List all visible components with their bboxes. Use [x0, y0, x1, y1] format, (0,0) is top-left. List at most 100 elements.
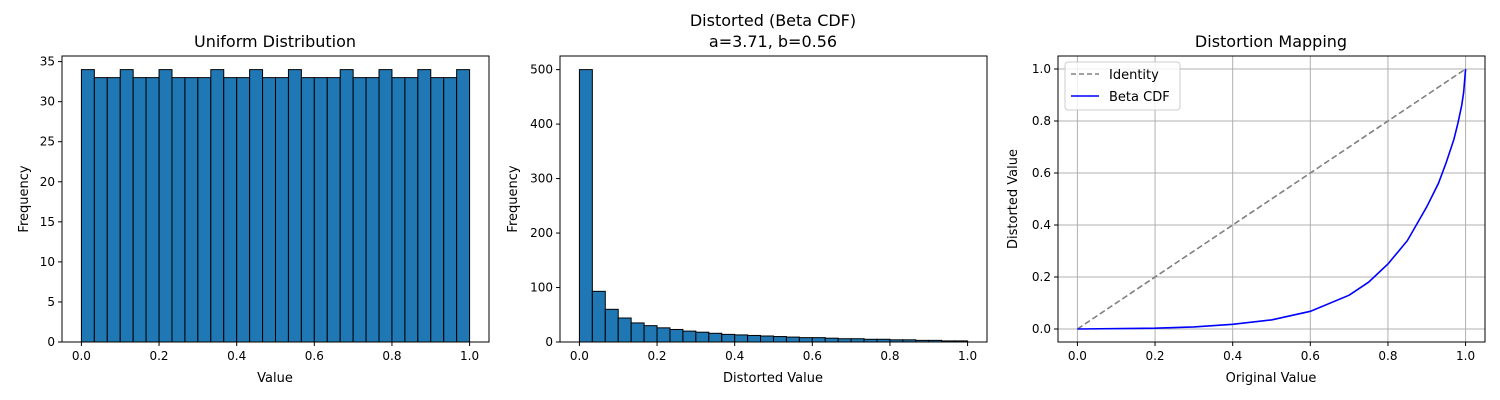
y-tick-label: 0.8: [1032, 114, 1051, 128]
histogram-bar: [184, 77, 199, 343]
y-tick-label: 35: [40, 55, 55, 69]
y-axis-label: Distorted Value: [1006, 149, 1021, 249]
x-tick-label: 0.8: [382, 349, 401, 363]
x-tick-label: 1.0: [958, 349, 977, 363]
x-tick-label: 0.8: [1378, 349, 1397, 363]
y-tick-label: 0.6: [1032, 166, 1051, 180]
x-tick-label: 1.0: [460, 349, 479, 363]
uniform-histogram-panel: Uniform Distribution 0.0 0.2 0.4 0.6 0.8 1.0 0…: [17, 32, 490, 386]
plot-frame: [559, 55, 988, 343]
x-tick-label: 0.0: [1068, 349, 1087, 363]
x-tick-label: 0.2: [149, 349, 168, 363]
axis-ticks: 0.0 0.2 0.4 0.6 0.8 1.0 0 100 200 300 400 500: [530, 63, 977, 363]
y-tick-label: 0.0: [1032, 322, 1051, 336]
y-axis-label: Frequency: [506, 165, 521, 232]
x-tick-label: 0.6: [1301, 349, 1320, 363]
plot-frame: [1057, 55, 1486, 343]
line-series: [1076, 68, 1467, 330]
histogram-bar: [417, 69, 432, 343]
histogram-bar: [378, 69, 393, 343]
histogram-bar: [132, 77, 147, 343]
x-tick-label: 0.4: [227, 349, 246, 363]
histogram-bar: [365, 77, 380, 343]
histogram-bar: [236, 77, 251, 343]
y-tick-label: 0.2: [1032, 270, 1051, 284]
histogram-bar: [785, 336, 800, 343]
y-tick-label: 25: [40, 135, 55, 149]
histogram-bar: [669, 328, 684, 343]
chart-subtitle: a=3.71, b=0.56: [709, 32, 837, 51]
x-axis-label: Original Value: [1226, 371, 1317, 386]
histogram-bar: [721, 333, 736, 343]
histogram-bars: [578, 69, 969, 343]
chart-title: Distorted (Beta CDF): [690, 11, 856, 30]
histogram-bar: [404, 77, 419, 343]
y-tick-label: 400: [530, 117, 553, 131]
x-axis-label: Distorted Value: [723, 371, 823, 386]
histogram-bar: [275, 77, 289, 343]
histogram-bar: [106, 77, 121, 343]
histogram-bar: [352, 77, 367, 343]
histogram-bar: [158, 69, 173, 343]
y-tick-label: 100: [530, 281, 553, 295]
x-tick-label: 0.0: [570, 349, 589, 363]
x-tick-label: 0.6: [305, 349, 324, 363]
y-tick-label: 1.0: [1032, 62, 1051, 76]
axis-ticks: 0.0 0.2 0.4 0.6 0.8 1.0 0.0 0.2 0.4 0.6 0.8 1.0: [1032, 62, 1475, 363]
axis-ticks: 0.0 0.2 0.4 0.6 0.8 1.0 0 5 10 15 20 25 30 35: [40, 55, 479, 363]
series-line-identity: [1076, 68, 1467, 330]
distorted-histogram-panel: Distorted (Beta CDF) a=3.71, b=0.56 0.0 0…: [506, 11, 988, 386]
histogram-bar: [591, 290, 606, 343]
histogram-bars: [80, 69, 471, 343]
legend-box: [1064, 61, 1181, 111]
x-tick-label: 1.0: [1456, 349, 1475, 363]
histogram-bar: [824, 337, 839, 343]
y-tick-label: 10: [40, 255, 55, 269]
histogram-bar: [734, 334, 749, 343]
series-line-beta-cdf: [1077, 68, 1467, 330]
y-tick-label: 300: [530, 172, 553, 186]
histogram-bar: [300, 77, 315, 343]
y-tick-label: 0.4: [1032, 218, 1051, 232]
chart-title: Uniform Distribution: [194, 32, 356, 51]
histogram-bar: [798, 337, 813, 343]
legend-label-beta-cdf: Beta CDF: [1109, 90, 1170, 105]
chart-title: Distortion Mapping: [1195, 32, 1347, 51]
distortion-mapping-panel: Distortion Mapping 0.0 0.2 0.4 0.6 0.8 1.0 0.0…: [1006, 32, 1486, 386]
histogram-bar: [210, 69, 225, 343]
histogram-bar: [391, 77, 406, 343]
histogram-bar: [578, 69, 593, 343]
histogram-bar: [695, 331, 710, 343]
histogram-bar: [145, 77, 160, 343]
histogram-bar: [456, 69, 471, 343]
y-tick-label: 20: [40, 175, 55, 189]
histogram-bar: [287, 69, 302, 343]
y-tick-label: 30: [40, 95, 55, 109]
plot-frame: [61, 55, 490, 343]
histogram-bar: [811, 337, 826, 343]
histogram-bar: [313, 77, 328, 343]
histogram-bar: [339, 69, 354, 343]
histogram-bar: [262, 77, 277, 343]
histogram-bar: [760, 335, 775, 343]
y-axis-label: Frequency: [17, 165, 32, 232]
y-tick-label: 5: [47, 295, 55, 309]
histogram-bar: [604, 308, 619, 343]
histogram-bar: [223, 77, 238, 343]
x-tick-label: 0.2: [1145, 349, 1164, 363]
histogram-bar: [80, 69, 95, 343]
x-tick-label: 0.0: [72, 349, 91, 363]
histogram-bar: [708, 332, 723, 343]
y-tick-label: 0: [545, 335, 553, 349]
x-tick-label: 0.4: [725, 349, 744, 363]
histogram-bar: [93, 77, 108, 343]
x-tick-label: 0.6: [803, 349, 822, 363]
histogram-bar: [443, 77, 458, 343]
histogram-bar: [617, 317, 632, 343]
y-tick-label: 500: [530, 63, 553, 77]
histogram-bar: [197, 77, 212, 343]
histogram-bar: [249, 69, 264, 343]
y-tick-label: 0: [47, 335, 55, 349]
histogram-bar: [119, 69, 134, 343]
histogram-bar: [773, 336, 787, 343]
